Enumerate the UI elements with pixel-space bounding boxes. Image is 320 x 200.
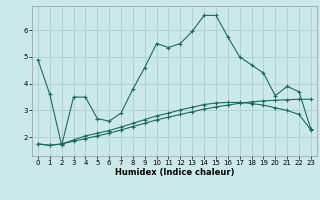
X-axis label: Humidex (Indice chaleur): Humidex (Indice chaleur) — [115, 168, 234, 177]
